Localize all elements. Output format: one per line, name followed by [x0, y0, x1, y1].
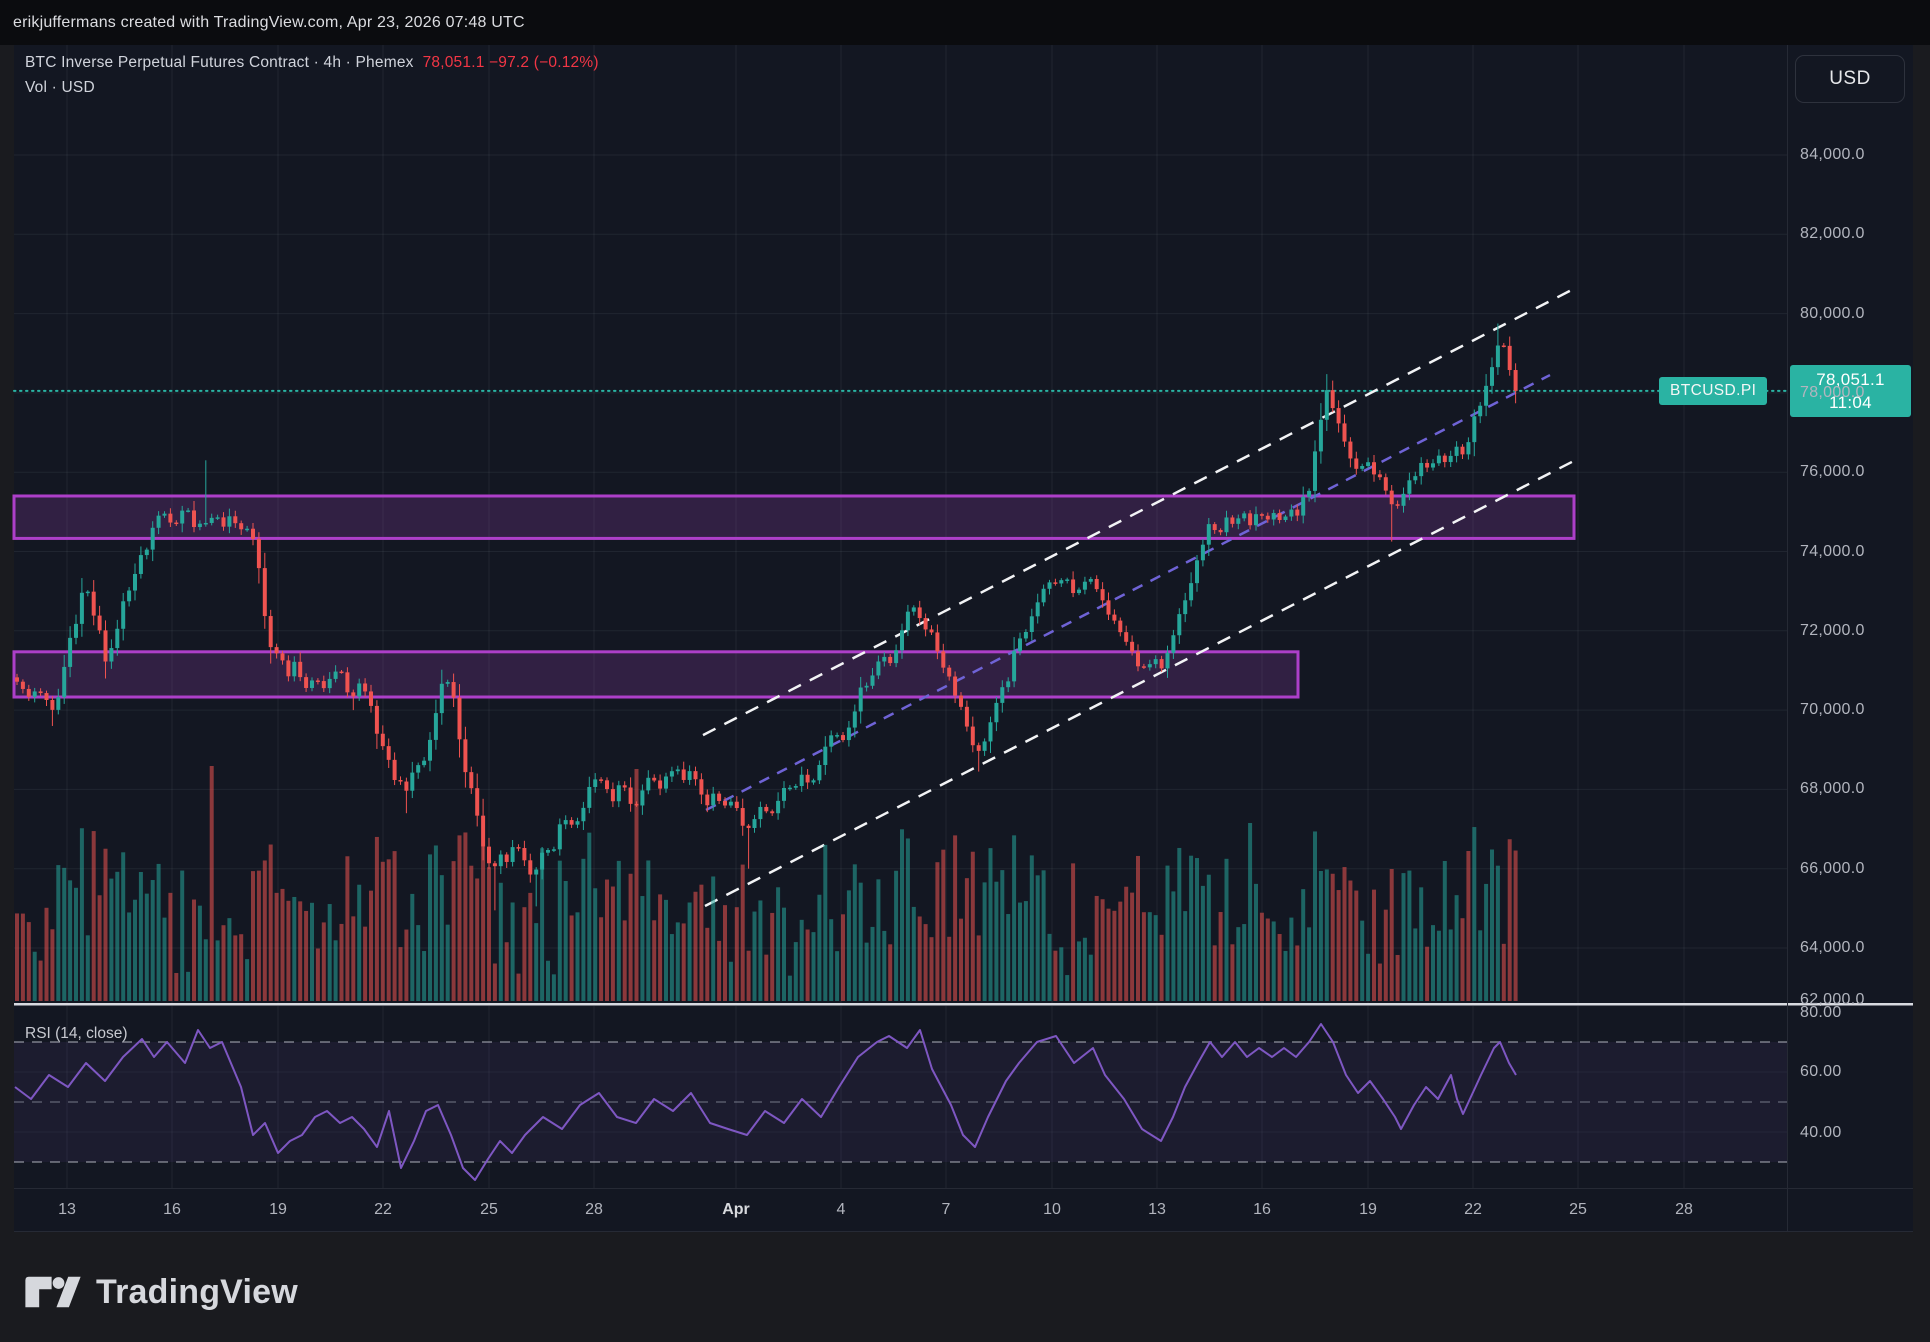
tradingview-logo[interactable]: TradingView: [24, 1268, 298, 1316]
price-axis-label: 66,000.0: [1800, 859, 1865, 877]
tradingview-logo-icon: [25, 1276, 81, 1308]
time-axis-label: 7: [941, 1201, 951, 1218]
price-axis-border: [1787, 45, 1788, 1232]
price-axis-label: 84,000.0: [1800, 146, 1865, 163]
bar-countdown: 11:04: [1829, 393, 1872, 412]
price-axis-label: 76,000.0: [1800, 463, 1865, 481]
time-axis-label: 10: [1043, 1201, 1061, 1218]
last-price-label: 78,051.1 11:04: [1790, 365, 1911, 417]
time-axis-label: 22: [1464, 1201, 1482, 1218]
price-line-symbol-label: BTCUSD.PI: [1659, 377, 1768, 405]
rsi-axis-label: 60.00: [1800, 1063, 1842, 1080]
time-axis-top-border: [14, 1188, 1913, 1189]
price-axis-label: 78,000.0: [1800, 383, 1865, 401]
time-axis-label: 16: [1253, 1201, 1271, 1218]
rsi-axis-label: 40.00: [1800, 1124, 1842, 1141]
attribution-text: erikjuffermans created with TradingView.…: [13, 13, 525, 31]
tradingview-logo-text: TradingView: [96, 1272, 298, 1311]
currency-toggle-button[interactable]: USD: [1795, 55, 1905, 103]
price-axis-label: 68,000.0: [1800, 780, 1865, 798]
time-axis-label: 13: [58, 1201, 76, 1218]
price-axis-label: 82,000.0: [1800, 225, 1865, 243]
price-axis-label: 72,000.0: [1800, 621, 1865, 639]
volume-indicator-label: Vol · USD: [25, 79, 95, 96]
chart-background[interactable]: [14, 45, 1913, 1232]
attribution-bar: erikjuffermans created with TradingView.…: [0, 0, 1930, 45]
price-axis-label: 80,000.0: [1800, 304, 1865, 322]
last-price-value: 78,051.1: [1816, 370, 1885, 389]
price-axis-label: 74,000.0: [1800, 542, 1865, 560]
time-axis-label: 16: [163, 1201, 181, 1218]
symbol-legend-row[interactable]: BTC Inverse Perpetual Futures Contract ·…: [25, 54, 599, 72]
time-axis-label: 19: [269, 1201, 287, 1218]
time-axis-label: 13: [1148, 1201, 1166, 1218]
time-axis-label: 4: [836, 1201, 846, 1218]
price-axis-label: 64,000.0: [1800, 939, 1865, 956]
volume-legend-row[interactable]: Vol · USD: [25, 79, 95, 97]
symbol-title: BTC Inverse Perpetual Futures Contract ·…: [25, 54, 414, 71]
symbol-price-change: 78,051.1 −97.2 (−0.12%): [422, 54, 599, 71]
time-axis-label: 28: [585, 1201, 603, 1218]
time-axis-label: 25: [1569, 1201, 1587, 1218]
price-axis-label: 70,000.0: [1800, 701, 1865, 719]
rsi-indicator-label[interactable]: RSI (14, close): [25, 1025, 128, 1042]
time-axis-label: 25: [480, 1201, 498, 1218]
time-axis-label: Apr: [722, 1201, 750, 1218]
rsi-axis-label: 80.00: [1800, 1004, 1842, 1021]
time-axis-label: 22: [374, 1201, 392, 1218]
time-axis-bottom-border: [14, 1231, 1913, 1232]
time-axis-label: 28: [1675, 1201, 1693, 1218]
price-axis-label: 62,000.0: [1800, 991, 1865, 1008]
time-axis-label: 19: [1359, 1201, 1377, 1218]
